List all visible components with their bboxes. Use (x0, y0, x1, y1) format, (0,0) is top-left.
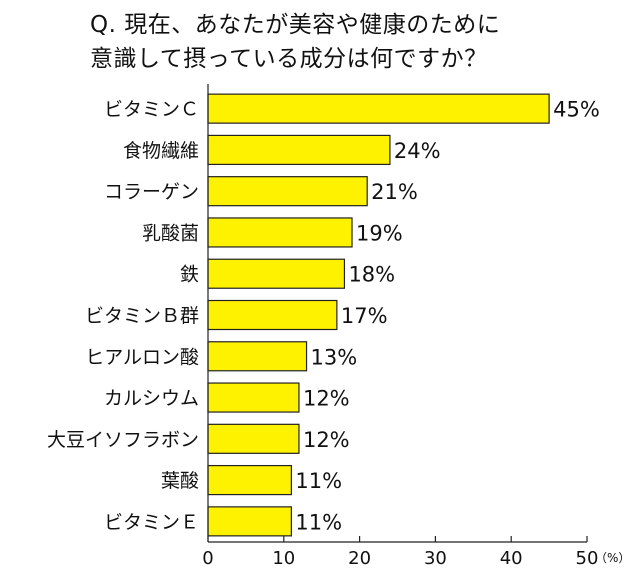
category-label-4: 鉄 (180, 264, 199, 286)
x-tick-label-5: 50 (576, 548, 599, 569)
category-labels-group: ビタミンＣ 食物繊維コラーゲン乳酸菌鉄ビタミンＢ群ヒアルロン酸カルシウム大豆イソフ… (47, 99, 199, 534)
value-label-0: 45% (553, 98, 600, 122)
category-label-2: コラーゲン (104, 181, 199, 203)
value-label-3: 19% (356, 221, 403, 245)
category-label-5: ビタミンＢ群 (85, 305, 199, 327)
bars-group (207, 93, 550, 537)
value-label-4: 18% (348, 263, 395, 287)
bar-3 (207, 217, 353, 248)
bar-9 (207, 464, 292, 496)
value-label-8: 12% (303, 428, 350, 452)
value-label-9: 11% (295, 469, 342, 493)
bar-0 (207, 93, 550, 124)
chart-title-line-1: Q. 現在、あなたが美容や健康のために (90, 12, 501, 38)
bar-1 (207, 134, 391, 166)
bar-4 (207, 258, 346, 289)
bar-7 (207, 382, 300, 413)
x-tick-label-1: 10 (272, 548, 295, 569)
bar-6 (207, 341, 308, 372)
value-labels-group: 45% 24% 21% 19% 18% 17% 13% 12% 12% 11% 11% (295, 98, 599, 535)
category-label-8: 大豆イソフラボン (47, 429, 199, 451)
x-axis-unit: （%） (595, 551, 630, 565)
bar-10 (207, 506, 292, 537)
value-label-10: 11% (295, 510, 342, 534)
category-label-7: カルシウム (104, 388, 199, 410)
x-tick-label-4: 40 (500, 548, 523, 569)
value-label-5: 17% (341, 304, 388, 328)
category-label-6: ヒアルロン酸 (85, 346, 199, 368)
chart-title-line-2: 意識して摂っている成分は何ですか？ (90, 46, 488, 72)
x-axis: 0 10 20 30 40 50（%） (202, 84, 630, 569)
category-label-10: ビタミンＥ (104, 511, 199, 533)
x-tick-label-2: 20 (348, 548, 371, 569)
bar-8 (207, 423, 300, 454)
x-tick-label-3: 30 (424, 548, 447, 569)
value-label-1: 24% (394, 139, 441, 163)
category-label-1: 食物繊維 (123, 140, 199, 162)
x-tick-label-0: 0 (202, 548, 213, 569)
value-label-2: 21% (371, 180, 418, 204)
value-label-7: 12% (303, 387, 350, 411)
category-label-0: ビタミンＣ (104, 99, 199, 121)
bar-2 (207, 176, 368, 207)
category-label-3: 乳酸菌 (142, 222, 199, 244)
bar-5 (207, 299, 338, 331)
value-label-6: 13% (311, 345, 358, 369)
chart-title: Q. 現在、あなたが美容や健康のために 意識して摂っている成分は何ですか？ (90, 8, 630, 76)
category-label-9: 葉酸 (161, 470, 199, 492)
